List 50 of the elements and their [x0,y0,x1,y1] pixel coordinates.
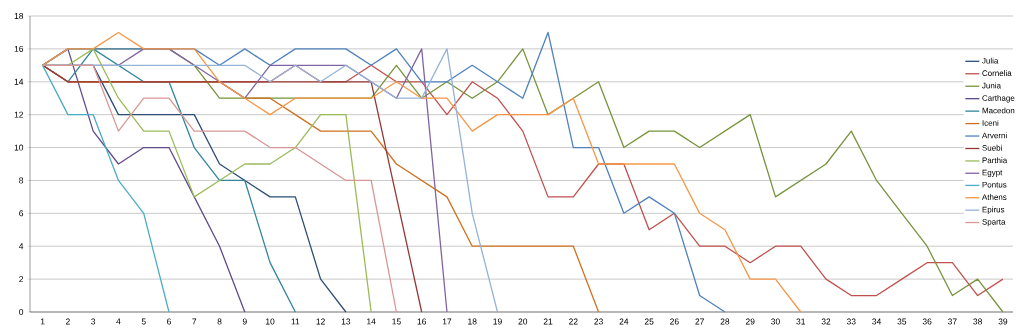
x-tick-label: 21 [543,318,553,325]
x-tick-label: 24 [619,318,629,325]
x-tick-label: 3 [91,318,96,325]
x-tick-label: 10 [266,318,275,325]
y-tick-label: 0 [19,309,24,315]
x-tick-label: 11 [291,318,300,325]
x-tick-label: 14 [367,318,376,325]
x-tick-label: 28 [720,318,730,325]
x-tick-label: 32 [821,318,831,325]
x-tick-label: 33 [846,318,856,325]
y-tick-label: 10 [14,144,24,151]
x-tick-label: 17 [442,318,452,325]
y-tick-label: 6 [19,210,24,217]
x-tick-label: 37 [947,318,957,325]
x-tick-label: 27 [695,318,704,325]
x-tick-label: 18 [468,318,477,325]
x-tick-label: 38 [973,318,982,325]
x-tick-label: 29 [745,318,755,325]
x-tick-label: 25 [644,318,654,325]
x-tick-label: 2 [65,318,70,325]
x-tick-label: 19 [493,318,502,325]
y-tick-label: 2 [19,276,24,283]
x-tick-label: 22 [569,318,578,325]
x-tick-label: 20 [518,318,528,325]
x-tick-label: 34 [872,318,882,325]
x-tick-label: 8 [217,318,222,325]
y-tick-label: 16 [14,45,24,52]
x-tick-label: 7 [192,318,197,325]
line-series [41,64,170,313]
y-tick-label: 14 [14,78,24,85]
x-tick-label: 36 [922,318,932,325]
x-tick-label: 31 [796,318,806,325]
x-tick-label: 9 [242,318,247,325]
x-tick-label: 12 [316,318,325,325]
x-tick-label: 5 [141,318,146,325]
x-tick-label: 1 [40,318,45,325]
y-tick-label: 8 [19,177,24,184]
x-tick-label: 23 [594,318,603,325]
x-tick-label: 35 [897,318,907,325]
x-tick-label: 13 [341,318,351,325]
x-tick-label: 15 [392,318,401,325]
x-tick-label: 26 [670,318,679,325]
y-tick-label: 4 [18,243,24,250]
x-tick-label: 16 [417,318,427,325]
x-tick-label: 6 [167,318,171,325]
x-tick-label: 4 [116,318,121,325]
y-tick-label: 18 [14,13,24,19]
y-tick-label: 12 [14,111,24,118]
x-tick-label: 30 [771,318,780,325]
x-tick-label: 39 [998,318,1008,325]
